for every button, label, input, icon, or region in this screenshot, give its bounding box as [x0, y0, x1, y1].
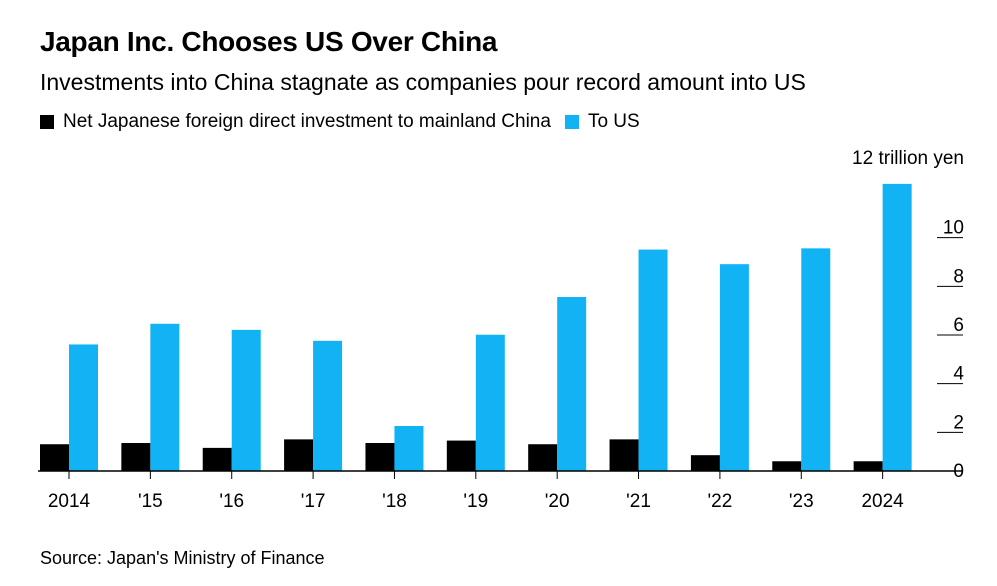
y-tick-label: 8 — [953, 266, 964, 287]
x-tick-label: 2014 — [48, 491, 91, 512]
x-axis: 2014 '15 '16 '17 '18 '19 '20 '21 '22 '23 2024 — [48, 471, 904, 512]
bar-us — [638, 249, 668, 471]
x-tick-label: '18 — [382, 491, 407, 512]
chart-subtitle: Investments into China stagnate as compa… — [40, 69, 806, 95]
bar-us — [313, 340, 343, 471]
bar-us — [150, 323, 180, 471]
x-tick-label: '16 — [219, 491, 244, 512]
legend-swatch-us — [564, 115, 579, 129]
bar-china — [528, 444, 558, 471]
x-tick-label: 2024 — [861, 491, 904, 512]
x-tick-label: '23 — [789, 491, 814, 512]
x-tick-label: '19 — [463, 491, 488, 512]
bar-us — [882, 183, 912, 471]
y-tick-label: 4 — [953, 364, 964, 385]
bar-china — [446, 440, 476, 471]
bar-us — [231, 329, 261, 471]
legend-item-china: Net Japanese foreign direct investment t… — [40, 111, 551, 133]
x-tick-label: '21 — [626, 491, 651, 512]
bar-us — [69, 344, 98, 471]
bar-china — [690, 455, 720, 471]
legend-swatch-china — [40, 115, 54, 129]
x-tick-label: '20 — [545, 491, 570, 512]
bar-china — [40, 444, 69, 471]
y-axis-unit-label: 12 trillion yen — [852, 148, 964, 169]
bar-china — [772, 461, 802, 471]
x-tick-label: '17 — [301, 491, 326, 512]
x-tick-label: '22 — [708, 491, 733, 512]
bar-china — [202, 447, 232, 471]
bar-china — [853, 461, 883, 471]
chart-title: Japan Inc. Chooses US Over China — [40, 26, 498, 57]
legend-item-us: To US — [564, 111, 640, 133]
bar-us — [394, 425, 424, 471]
bar-us — [557, 297, 587, 471]
y-tick-label: 2 — [953, 412, 964, 433]
bar-china — [365, 443, 395, 471]
y-tick-label: 10 — [943, 218, 964, 239]
bar-china — [609, 439, 639, 471]
bar-us — [801, 248, 831, 471]
bar-us — [475, 334, 505, 471]
bar-china — [121, 443, 151, 471]
bar-us — [719, 264, 749, 471]
source-note: Source: Japan's Ministry of Finance — [40, 548, 325, 568]
y-tick-label: 6 — [953, 315, 964, 336]
x-tick-label: '15 — [138, 491, 163, 512]
legend-label-us: To US — [587, 111, 640, 132]
bar-china — [284, 439, 314, 471]
legend-label-china: Net Japanese foreign direct investment t… — [63, 111, 551, 132]
bars-group — [40, 183, 912, 471]
legend: Net Japanese foreign direct investment t… — [40, 111, 654, 133]
